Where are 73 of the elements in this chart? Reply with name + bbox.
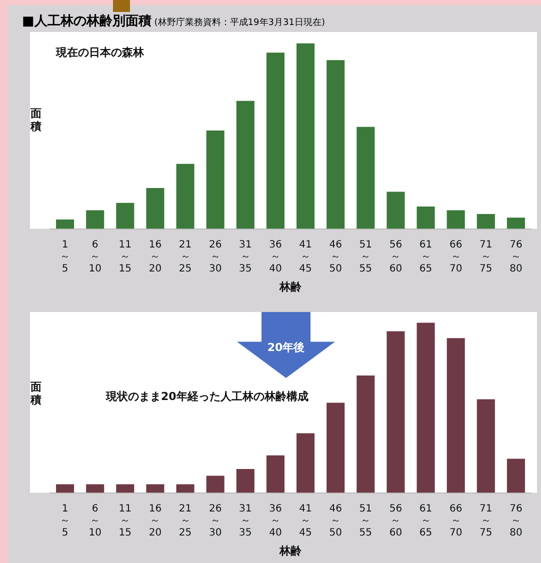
x-tick-label: 46～50 — [329, 503, 342, 538]
bar — [356, 376, 375, 493]
x-tick-label: 46～50 — [329, 239, 342, 274]
x-tick-label: 51～55 — [359, 503, 372, 538]
x-tick-label: 61～65 — [419, 503, 432, 538]
bar — [236, 100, 254, 229]
bar — [86, 484, 104, 493]
x-tick-label: 56～60 — [389, 503, 402, 538]
x-tick-label: 26～30 — [208, 503, 222, 538]
bar — [146, 188, 164, 229]
chart-title: ■人工林の林齢別面積 — [22, 14, 152, 29]
bar — [446, 210, 465, 229]
x-tick-label: 76～80 — [510, 503, 522, 538]
x-tick-label: 16～20 — [148, 239, 162, 274]
bar — [446, 338, 465, 493]
bar — [266, 455, 284, 493]
annotation: 現在の日本の森林 — [55, 46, 145, 59]
bar — [476, 399, 495, 493]
x-tick-label: 61～65 — [419, 239, 432, 274]
bar — [506, 218, 525, 229]
bar — [176, 484, 194, 493]
bar — [146, 484, 164, 493]
bar — [386, 192, 405, 229]
bar — [326, 402, 345, 493]
bar — [476, 214, 495, 229]
x-tick-label: 66～70 — [449, 503, 462, 538]
bar — [206, 130, 224, 229]
x-tick-label: 41～45 — [299, 239, 312, 274]
bar — [86, 210, 104, 229]
x-tick-label: 16～20 — [148, 503, 162, 538]
y-axis-title: 面積 — [30, 380, 42, 406]
y-axis-title: 面積 — [30, 106, 42, 133]
x-axis-title: 林齢 — [278, 544, 302, 558]
x-tick-label: 36～40 — [269, 503, 282, 538]
bar — [506, 458, 525, 493]
x-tick-label: 1～5 — [60, 239, 70, 274]
chart-subtitle: (林野庁業務資料：平成19年3月31日現在) — [154, 18, 325, 28]
bar — [116, 484, 134, 493]
x-tick-label: 66～70 — [449, 239, 462, 274]
bar — [56, 220, 74, 229]
bar — [266, 52, 284, 229]
x-tick-label: 31～35 — [239, 503, 252, 538]
bar — [416, 322, 435, 493]
x-tick-label: 1～5 — [60, 503, 70, 538]
bar — [116, 202, 134, 229]
x-tick-label: 6～10 — [88, 239, 102, 274]
x-tick-label: 36～40 — [269, 239, 282, 274]
bar — [326, 60, 345, 229]
x-tick-label: 71～75 — [480, 239, 492, 274]
x-tick-label: 21～25 — [178, 503, 192, 538]
bar — [56, 484, 74, 493]
bar — [296, 43, 315, 229]
x-tick-label: 71～75 — [480, 503, 492, 538]
x-tick-label: 6～10 — [88, 503, 102, 538]
x-tick-label: 51～55 — [359, 239, 372, 274]
x-tick-label: 26～30 — [208, 239, 222, 274]
x-tick-label: 56～60 — [389, 239, 402, 274]
bar — [296, 433, 315, 493]
bar — [386, 331, 405, 493]
x-tick-label: 76～80 — [510, 239, 522, 274]
annotation: 現状のまま20年経った人工林の林齢構成 — [105, 390, 308, 403]
x-tick-label: 11～15 — [118, 239, 132, 274]
bar — [356, 126, 375, 229]
x-axis-title: 林齢 — [278, 280, 302, 294]
bar — [176, 164, 194, 229]
x-tick-label: 11～15 — [118, 503, 132, 538]
bar — [236, 469, 254, 493]
bar — [206, 476, 224, 493]
x-tick-label: 41～45 — [299, 503, 312, 538]
bar — [416, 206, 435, 229]
x-tick-label: 31～35 — [239, 239, 252, 274]
x-tick-label: 21～25 — [178, 239, 192, 274]
annotation: 20年後 — [266, 340, 306, 355]
